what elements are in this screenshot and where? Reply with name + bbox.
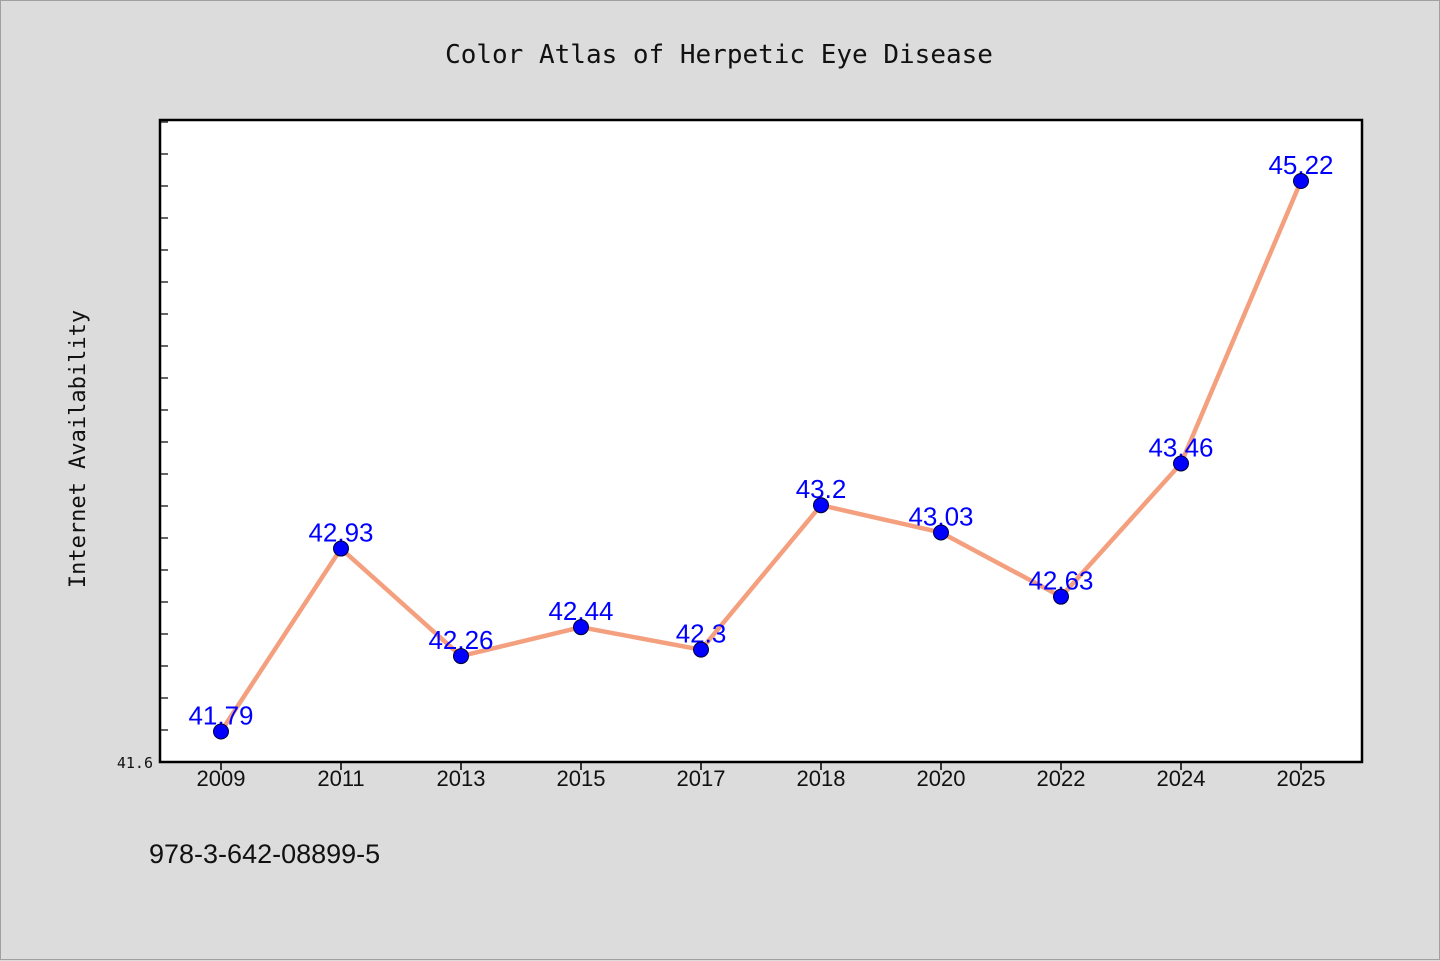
x-tick-label: 2024 [1157,766,1206,791]
y-axis-label: Internet Availability [66,310,91,588]
y-axis-min-label: 41.6 [117,754,153,772]
x-tick-label: 2017 [677,766,726,791]
y-axis-ticks [160,121,168,763]
series-layer: 41.7942.9342.2642.4442.343.243.0342.6343… [188,150,1334,740]
chart-title: Color Atlas of Herpetic Eye Disease [445,40,993,70]
data-point [573,619,589,636]
x-tick-label: 2018 [797,766,846,791]
data-point [693,641,709,658]
data-point [813,497,829,514]
x-tick-label: 2025 [1277,766,1326,791]
x-tick-label: 2011 [317,766,364,791]
footer-isbn: 978-3-642-08899-5 [149,839,380,869]
x-tick-label: 2020 [917,766,966,791]
x-tick-label: 2022 [1037,766,1086,791]
data-point [453,648,469,665]
x-tick-label: 2009 [197,766,246,791]
x-tick-label: 2015 [557,766,606,791]
data-point [333,540,349,557]
data-point [933,524,949,541]
series-line [218,178,1304,734]
data-point [1293,172,1309,189]
data-point [213,723,229,740]
plot-area [158,118,1364,764]
x-tick-label: 2013 [437,766,486,791]
data-point [1053,588,1069,605]
data-point [1173,455,1189,472]
x-axis-ticks: 2009 2011 2013 2015 2017 2018 2020 2022 2024 2025 [197,762,1326,791]
